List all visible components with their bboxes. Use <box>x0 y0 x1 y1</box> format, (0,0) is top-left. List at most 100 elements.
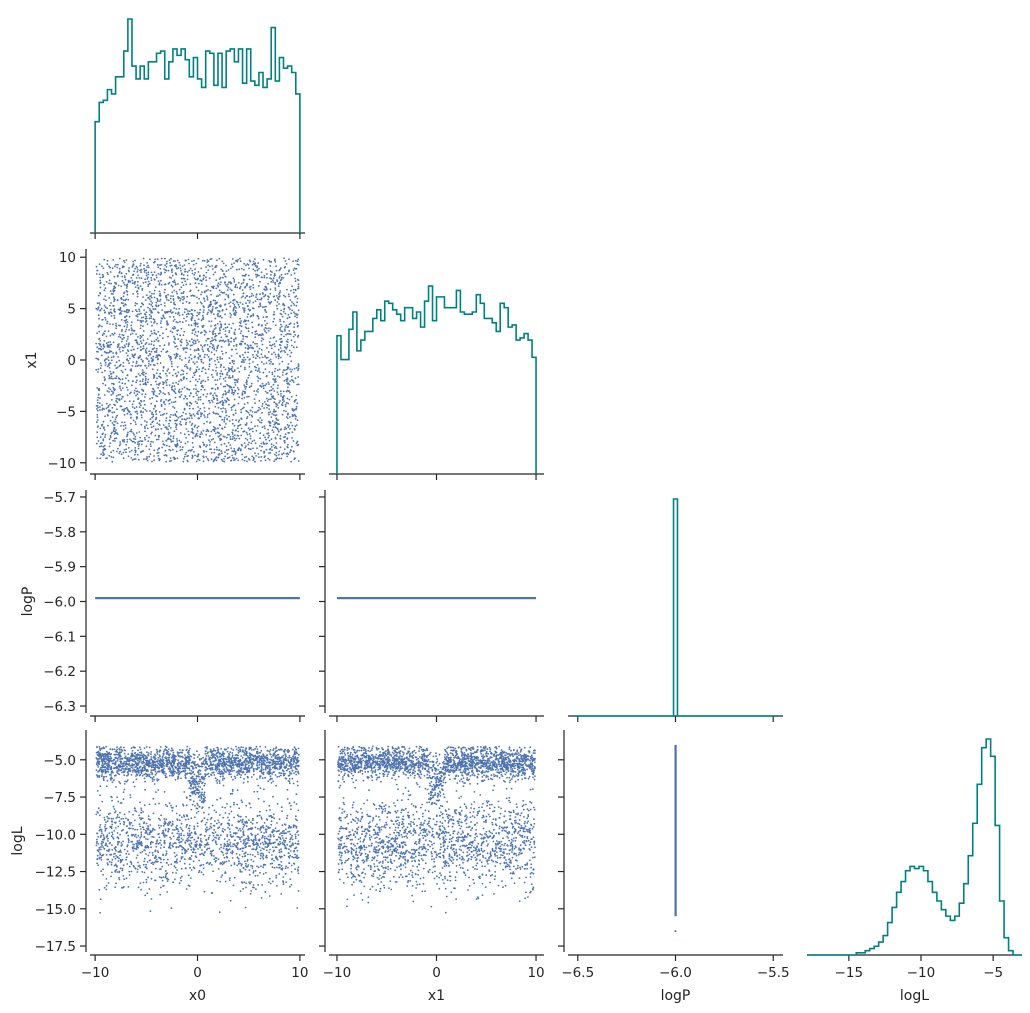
scatter-point <box>257 350 259 353</box>
scatter-point <box>137 274 139 277</box>
scatter-point <box>295 268 297 270</box>
scatter-point <box>123 813 126 816</box>
scatter-point <box>138 313 141 316</box>
scatter-point <box>205 276 207 279</box>
scatter-point <box>239 815 242 818</box>
scatter-point <box>219 400 222 403</box>
scatter-point <box>252 341 255 344</box>
x-tick-label: 0 <box>432 965 441 981</box>
scatter-point <box>191 309 194 311</box>
scatter-point <box>200 358 203 361</box>
scatter-point <box>251 321 254 324</box>
scatter-point <box>270 815 272 817</box>
scatter-point <box>211 399 213 402</box>
scatter-point <box>150 330 153 333</box>
scatter-point <box>110 350 113 353</box>
scatter-point <box>129 333 132 336</box>
scatter-point <box>249 435 252 437</box>
scatter-point <box>268 815 271 818</box>
scatter-point <box>155 356 157 359</box>
scatter-point <box>197 282 200 285</box>
y-tick-label: −6.3 <box>43 699 76 715</box>
scatter-point <box>103 258 106 261</box>
scatter-point <box>275 447 278 450</box>
scatter-point <box>131 459 134 461</box>
scatter-point <box>273 311 275 313</box>
scatter-point <box>207 368 210 370</box>
scatter-point <box>198 459 201 462</box>
scatter-point <box>217 282 220 285</box>
scatter-point <box>173 335 175 338</box>
scatter-point <box>264 326 267 329</box>
scatter-point <box>151 292 153 295</box>
scatter-point <box>289 416 291 418</box>
scatter-point <box>283 440 286 442</box>
scatter-point <box>260 276 263 278</box>
scatter-point <box>281 360 284 363</box>
scatter-point <box>154 405 157 408</box>
scatter-point <box>277 348 280 351</box>
scatter-point <box>241 453 244 456</box>
scatter-point <box>165 294 168 297</box>
scatter-point <box>113 265 116 268</box>
scatter-point <box>216 284 219 286</box>
scatter-point <box>147 440 150 443</box>
scatter-point <box>243 356 245 359</box>
scatter-point <box>220 433 222 436</box>
scatter-point <box>96 302 99 305</box>
scatter-point <box>142 371 144 374</box>
scatter-point <box>209 310 212 313</box>
scatter-point <box>97 836 100 838</box>
scatter-point <box>131 403 134 406</box>
scatter-point <box>202 429 205 432</box>
scatter-point <box>258 357 261 359</box>
scatter-point <box>155 301 158 304</box>
scatter-point <box>104 436 106 438</box>
scatter-point <box>155 400 158 403</box>
scatter-point <box>191 313 194 315</box>
scatter-point <box>188 749 190 752</box>
scatter-point <box>199 398 202 401</box>
x-axis-label-logL: logL <box>900 988 929 1004</box>
scatter-point <box>272 431 275 433</box>
scatter-point <box>264 330 266 333</box>
scatter-point <box>138 277 141 279</box>
scatter-point <box>112 423 115 426</box>
scatter-point <box>240 411 243 414</box>
y-tick-label: −17.5 <box>35 939 76 955</box>
x-tick-label: −5 <box>983 965 1003 981</box>
scatter-point <box>233 448 236 450</box>
scatter-point <box>276 279 278 282</box>
histogram-logP <box>573 498 778 717</box>
scatter-point <box>255 294 258 296</box>
scatter-point <box>243 406 245 409</box>
scatter-point <box>205 289 208 292</box>
scatter-point <box>165 439 168 442</box>
scatter-point <box>140 358 143 361</box>
scatter-point <box>155 416 158 419</box>
scatter-point <box>284 351 287 353</box>
scatter-point <box>244 347 247 349</box>
scatter-point <box>147 283 150 286</box>
scatter-point <box>156 449 159 451</box>
scatter-point <box>210 373 213 376</box>
scatter-point <box>98 814 101 817</box>
scatter-point <box>182 284 185 287</box>
scatter-point <box>225 308 228 311</box>
scatter-point <box>197 413 200 415</box>
scatter-point <box>171 385 174 388</box>
scatter-point <box>187 343 190 345</box>
scatter-point <box>114 310 116 313</box>
scatter-point <box>280 309 282 312</box>
scatter-point <box>123 276 126 279</box>
scatter-point <box>148 888 151 890</box>
scatter-point <box>118 398 121 400</box>
scatter-point <box>221 403 224 406</box>
scatter-point <box>105 342 108 345</box>
scatter-point <box>279 312 282 315</box>
scatter-point <box>198 378 201 380</box>
scatter-point <box>291 834 293 837</box>
scatter-point <box>181 313 184 316</box>
scatter-point <box>191 344 193 347</box>
scatter-point <box>143 777 146 780</box>
